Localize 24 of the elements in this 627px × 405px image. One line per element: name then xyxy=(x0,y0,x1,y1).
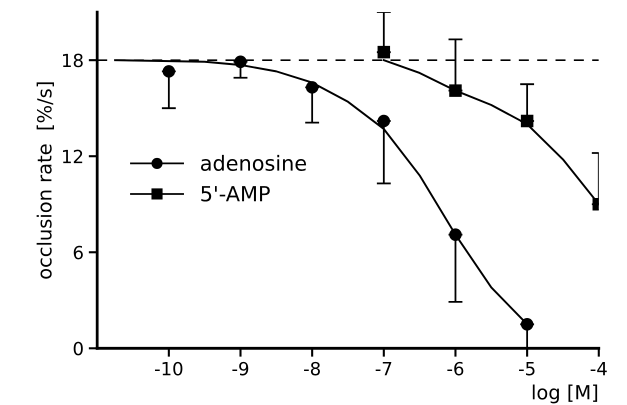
point xyxy=(162,65,176,78)
x-tick-label: -7 xyxy=(376,362,392,376)
x-tick-label: -10 xyxy=(154,362,182,376)
legend-label: 5'-AMP xyxy=(201,186,270,202)
legend-label: adenosine xyxy=(200,154,306,171)
y-tick-label: 6 xyxy=(74,246,83,260)
point xyxy=(378,114,390,128)
y-tick-label: 12 xyxy=(63,150,82,164)
x-tick-label: -4 xyxy=(590,362,607,376)
point xyxy=(520,114,534,128)
point xyxy=(449,84,462,97)
x-tick-label: -8 xyxy=(304,362,320,376)
y-tick-label: 18 xyxy=(63,54,83,68)
x-tick-label: -9 xyxy=(232,362,248,376)
x-tick-label: -6 xyxy=(447,362,464,376)
point xyxy=(520,318,534,331)
point xyxy=(378,46,390,58)
point xyxy=(234,56,247,68)
point xyxy=(306,81,318,94)
x-tick-label: -5 xyxy=(519,362,535,376)
x-axis-title: log [M] xyxy=(532,384,598,404)
y-tick-label: 0 xyxy=(74,342,83,356)
y-axis-title: occlusion rate [%/s] xyxy=(36,82,54,279)
point xyxy=(449,228,462,241)
